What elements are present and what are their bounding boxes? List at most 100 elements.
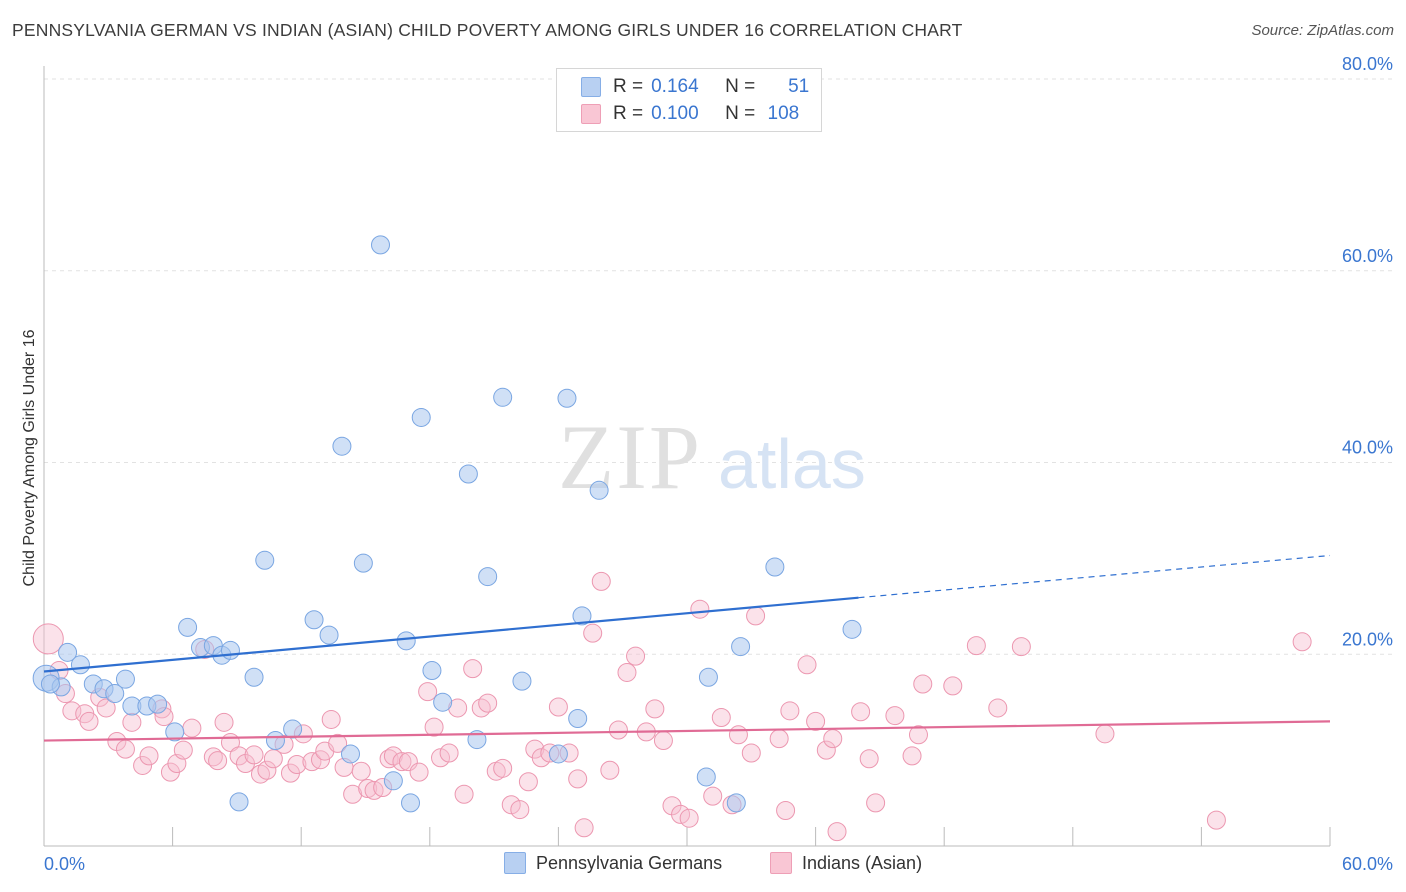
legend-row-pennsylvania-germans: R = 0.164 N = 51 [581, 75, 809, 99]
pennsylvania-germans-point [698, 667, 718, 687]
indians-asian-point [908, 725, 928, 745]
indians-asian-point [548, 697, 568, 717]
indians-asian-point [653, 731, 673, 751]
pennsylvania-germans-point [568, 708, 588, 728]
source-label: Source: ZipAtlas.com [1251, 22, 1394, 39]
indians-asian-point [728, 725, 748, 745]
pennsylvania-germans-point [178, 617, 198, 637]
y-tick-label: 80.0% [1342, 54, 1393, 74]
indians-asian-point [851, 702, 871, 722]
indians-asian-point [966, 636, 986, 656]
indians-asian-point [392, 752, 412, 772]
indians-asian-point [32, 623, 64, 655]
legend-n-value: 108 [767, 103, 800, 124]
watermark: ZIP atlas [558, 406, 866, 508]
pennsylvania-germans-point [842, 619, 862, 639]
indians-asian-point [626, 646, 646, 666]
indians-asian-point [328, 733, 348, 753]
indians-asian-point [358, 778, 378, 798]
indians-asian-point [823, 729, 843, 749]
bottom-legend-label: Pennsylvania Germans [536, 852, 723, 873]
legend-r-label: R = [613, 103, 644, 124]
pennsylvania-germans-point [433, 692, 453, 712]
pennsylvania-germans-point [383, 771, 403, 791]
legend-n-value: 51 [788, 76, 810, 97]
indians-asian-point [424, 717, 444, 737]
pennsylvania-germans-point [548, 744, 568, 764]
pennsylvania-germans-point [589, 480, 609, 500]
indians-asian-point [806, 711, 826, 731]
indians-asian-point [746, 606, 766, 626]
indians-asian-point [608, 720, 628, 740]
bottom-legend-indians-asian: Indians (Asian) [770, 852, 922, 874]
pennsylvania-germans-point [229, 792, 249, 812]
bottom-legend-swatch-blue [504, 852, 526, 874]
pennsylvania-germans-point [371, 235, 391, 255]
indians-asian-point [1206, 810, 1226, 830]
indians-asian-point [617, 662, 637, 682]
indians-asian-point [780, 701, 800, 721]
indians-asian-point [913, 674, 933, 694]
indians-asian-point [679, 808, 699, 828]
y-tick-label: 40.0% [1342, 438, 1393, 458]
pennsylvania-germans-point [319, 625, 339, 645]
pennsylvania-germans-point [512, 671, 532, 691]
axes [43, 66, 1331, 847]
indians-asian-point [741, 743, 761, 763]
legend-swatch-pink [581, 104, 601, 124]
watermark-atlas: atlas [718, 425, 866, 503]
pennsylvania-germans-point [105, 684, 125, 704]
bottom-legend-swatch-pink [770, 852, 792, 874]
pennsylvania-germans-point [731, 637, 751, 657]
x-tick-label: 0.0% [44, 854, 85, 874]
pennsylvania-germans-point [58, 642, 78, 662]
indians-asian-point [409, 762, 429, 782]
legend-n-label: N = [725, 76, 756, 97]
legend-swatch-blue [581, 77, 601, 97]
indians-asian-point [244, 745, 264, 765]
indians-asian-point [703, 786, 723, 806]
pennsylvania-germans-points [32, 235, 862, 813]
legend-n-label: N = [725, 103, 756, 124]
pennsylvania-germans-point [165, 722, 185, 742]
pennsylvania-germans-point [340, 744, 360, 764]
pennsylvania-germans-trend-line [43, 596, 859, 673]
indians-asian-point [859, 749, 879, 769]
legend-r-label: R = [613, 76, 644, 97]
indians-asian-point [827, 822, 847, 842]
indians-asian-point [866, 793, 886, 813]
indians-asian-point [229, 746, 249, 766]
indians-asian-point [769, 729, 789, 749]
indians-asian-point [493, 758, 513, 778]
indians-asian-point [133, 755, 153, 775]
watermark-zip: ZIP [558, 406, 702, 508]
pennsylvania-germans-point [115, 669, 135, 689]
indians-asian-point [214, 712, 234, 732]
pennsylvania-germans-point [557, 388, 577, 408]
pennsylvania-germans-point [148, 694, 168, 714]
pennsylvania-germans-point [396, 631, 416, 651]
pennsylvania-germans-point [726, 793, 746, 813]
pennsylvania-germans-trend-extension [858, 554, 1331, 599]
indians-asian-point [501, 795, 521, 815]
indians-asian-point [645, 699, 665, 719]
pennsylvania-germans-point [411, 407, 431, 427]
pennsylvania-germans-point [255, 550, 275, 570]
indians-asian-point [600, 760, 620, 780]
indians-asian-point [122, 712, 142, 732]
indians-asian-point [1095, 724, 1115, 744]
indians-asian-trend-line [43, 720, 1331, 742]
pennsylvania-germans-point [696, 767, 716, 787]
indians-asian-point [885, 706, 905, 726]
indians-asian-point [321, 709, 341, 729]
pennsylvania-germans-point [572, 606, 592, 626]
indians-asian-point [454, 784, 474, 804]
indians-asian-point [510, 800, 530, 820]
indians-asian-point [418, 682, 438, 702]
indians-asian-point [431, 748, 451, 768]
indians-asian-point [310, 750, 330, 770]
indians-asian-point [208, 751, 228, 771]
pennsylvania-germans-point [478, 567, 498, 587]
indians-asian-point [463, 659, 483, 679]
